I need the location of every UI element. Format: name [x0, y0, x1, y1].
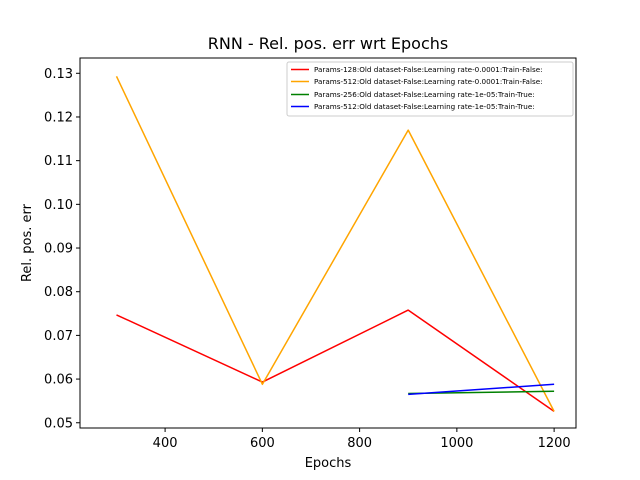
x-tick-label: 1000: [440, 436, 473, 451]
y-tick-label: 0.13: [44, 67, 73, 82]
series-line: [408, 383, 555, 396]
legend-label: Params-512:Old dataset-False:Learning ra…: [314, 102, 535, 111]
y-tick-label: 0.07: [44, 329, 73, 344]
x-axis: 400 600 800 1000 1200: [153, 428, 571, 451]
y-axis-label: Rel. pos. err: [20, 203, 35, 282]
legend-label: Params-128:Old dataset-False:Learning ra…: [314, 65, 543, 74]
y-tick-label: 0.09: [44, 242, 73, 257]
x-axis-label: Epochs: [305, 456, 352, 471]
series-line: [115, 75, 555, 412]
legend-box: [286, 61, 574, 117]
axes-frame: [79, 57, 577, 429]
chart-title: RNN - Rel. pos. err wrt Epochs: [208, 34, 448, 53]
y-tick-label: 0.05: [44, 416, 73, 431]
y-tick-label: 0.06: [44, 373, 73, 388]
y-tick-label: 0.10: [44, 198, 73, 213]
x-tick-label: 400: [153, 436, 178, 451]
legend: Params-128:Old dataset-False:Learning ra…: [286, 61, 574, 117]
series-layer: [115, 75, 555, 413]
plot-area: [79, 57, 577, 429]
y-tick-label: 0.12: [44, 110, 73, 125]
x-tick-label: 1200: [538, 436, 571, 451]
x-tick-label: 600: [250, 436, 275, 451]
legend-label: Params-256:Old dataset-False:Learning ra…: [314, 90, 535, 99]
y-tick-label: 0.11: [44, 154, 73, 169]
series-line: [116, 309, 555, 413]
y-tick-label: 0.08: [44, 285, 73, 300]
x-tick-label: 800: [347, 436, 372, 451]
legend-label: Params-512:Old dataset-False:Learning ra…: [314, 77, 543, 86]
y-axis: 0.05 0.06 0.07 0.08 0.09 0.10 0.11 0.12 0.13: [44, 67, 80, 431]
